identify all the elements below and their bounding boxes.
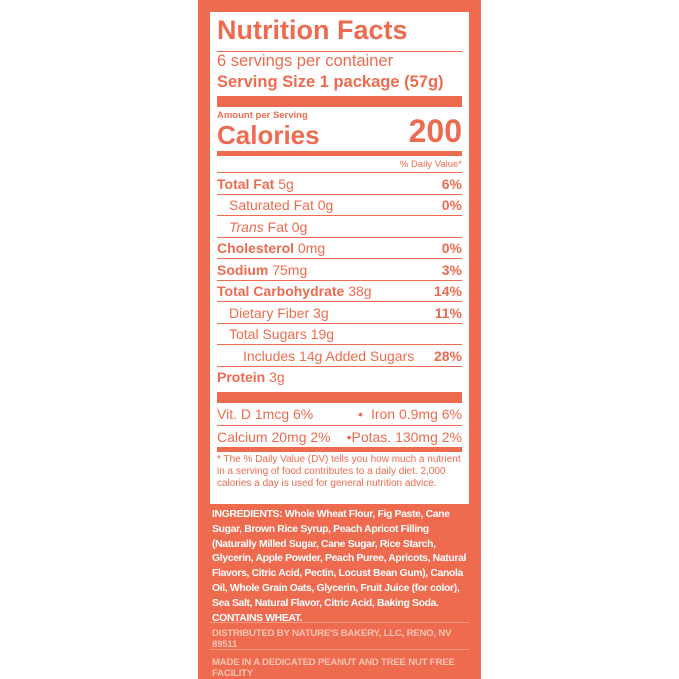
nutrient-row: Total Carbohydrate 38g 14% [217,279,462,302]
nutrient-row: Total Sugars 19g [217,322,462,345]
nutrient: Total Carbohydrate 38g [217,283,372,299]
nutrient: Protein 3g [217,369,285,385]
vitamin-row: Vit. D 1mcg 6% • Iron 0.9mg 6% [217,403,462,424]
nutrient-row: Includes 14g Added Sugars 28% [217,344,462,366]
vitamin-row: Calcium 20mg 2% •Potas. 130mg 2% [217,425,462,447]
vitamin: Calcium 20mg 2% [217,428,331,445]
medium-rule [217,447,462,452]
nutrient-name: Protein [217,369,266,385]
ingredients: INGREDIENTS: Whole Wheat Flour, Fig Past… [212,509,467,624]
nutrient: Sodium 75mg [217,262,307,278]
calories-label: Calories [217,120,320,150]
nutrient-row: Protein 3g [217,365,462,388]
nutrient-row: Dietary Fiber 3g 11% [217,301,462,323]
nutrient: Total Sugars 19g [217,326,334,342]
nutrient-amount: 38g [348,283,372,299]
nutrient-row: Total Fat 5g 6% [217,172,462,194]
calories-value: 200 [408,113,462,149]
vitamin: •Potas. 130mg 2% [346,428,462,445]
daily-value: 28% [433,347,462,364]
distributor: DISTRIBUTED BY NATURE'S BAKERY, LLC, REN… [212,628,452,650]
nutrient-amount: 3g [269,369,285,385]
nutrient-name: Total Sugars [229,326,307,342]
nutrient-name: Total Fat [217,175,275,192]
title: Nutrition Facts [217,15,408,45]
vitamin: • Iron 0.9mg 6% [358,405,462,422]
nutrient: Includes 14g Added Sugars [217,348,414,364]
thick-rule [217,392,462,403]
nutrient-amount: 75mg [272,261,308,278]
nutrient-name: Total Carbohydrate [217,283,345,299]
nutrient-row: Cholesterol 0mg 0% [217,236,462,259]
nutrient-row: Trans Fat 0g [217,215,462,237]
amount-caption: Amount per Serving [217,110,308,121]
daily-value: 3% [441,261,462,278]
nutrient-row: Saturated Fat 0g 0% [217,193,462,216]
nutrition-label: Nutrition Facts 6 servings per container… [210,12,469,504]
servings: 6 servings per container [217,51,462,71]
package-panel: Nutrition Facts 6 servings per container… [198,0,481,679]
divider [210,622,469,623]
serving-size: Serving Size 1 package (57g) [217,73,444,91]
nutrient-name: Includes 14g Added Sugars [243,347,415,364]
nutrient-row: Sodium 75mg 3% [217,258,462,280]
daily-value: 0% [441,197,462,213]
nutrient-name: Saturated Fat [229,197,314,213]
nutrient: Saturated Fat 0g [217,197,333,213]
nutrient: Dietary Fiber 3g [217,305,329,321]
dv-header: % Daily Value* [399,159,462,170]
nutrient-name: Fat [267,218,288,235]
vitamin: Vit. D 1mcg 6% [217,405,314,422]
nutrient-name: Dietary Fiber [229,304,310,321]
nutrient-name: Sodium [217,261,269,278]
facility: MADE IN A DEDICATED PEANUT AND TREE NUT … [212,657,455,679]
daily-value: 11% [434,304,462,321]
medium-rule [217,151,462,156]
thick-rule [217,96,462,107]
nutrient: Trans Fat 0g [217,219,307,235]
nutrient: Cholesterol 0mg [217,240,325,256]
nutrient: Total Fat 5g [217,176,294,192]
daily-value: 14% [433,283,462,299]
nutrient-italic: Trans [229,218,264,235]
divider [210,649,469,650]
nutrient-amount: 19g [310,326,335,342]
nutrient-amount: 0g [291,218,308,235]
daily-value: 6% [441,175,462,192]
nutrient-name: Cholesterol [217,240,295,256]
daily-value: 0% [441,240,462,256]
nutrient-amount: 3g [313,304,329,321]
nutrient-amount: 0mg [297,240,326,256]
nutrient-amount: 0g [317,197,334,213]
footnote: * The % Daily Value (DV) tells you how m… [217,454,461,490]
nutrient-amount: 5g [278,175,294,192]
